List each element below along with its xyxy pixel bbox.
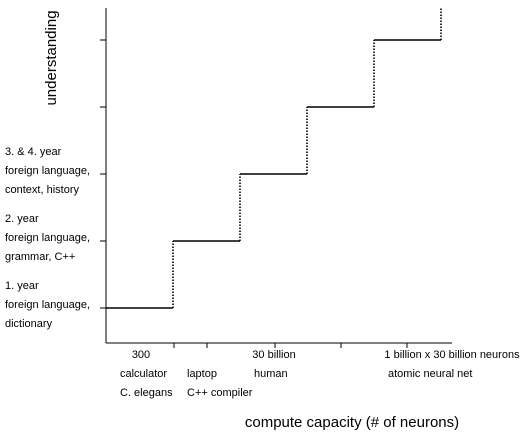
x-axis-title: compute capacity (# of neurons) [245, 414, 459, 431]
y-tick-labels: 1. year foreign language, dictionary 2. yea… [5, 146, 90, 330]
y-tick-label: 2. year [5, 213, 39, 225]
y-tick-label: foreign language, [5, 299, 90, 311]
x-tick-label: 300 [132, 349, 150, 361]
y-tick-label: foreign language, [5, 232, 90, 244]
x-tick-label: 1 billion x 30 billion neurons [384, 349, 520, 361]
x-tick-label: human [254, 368, 288, 380]
y-tick-label: dictionary [5, 318, 53, 330]
x-tick-label: 30 billion [252, 349, 295, 361]
y-tick-label: 1. year [5, 280, 39, 292]
y-axis-title: understanding [43, 10, 60, 105]
x-tick-label: calculator [120, 368, 167, 380]
x-tick-label: laptop [187, 368, 217, 380]
y-tick-label: context, history [5, 184, 79, 196]
x-tick-label: C++ compiler [187, 387, 253, 399]
x-tick-label: atomic neural net [388, 368, 472, 380]
step-series [106, 8, 442, 309]
x-tick-labels: 300 calculator C. elegans laptop C++ compile… [120, 349, 520, 399]
x-tick-label: C. elegans [120, 387, 173, 399]
axes [100, 8, 452, 348]
y-tick-label: foreign language, [5, 165, 90, 177]
y-tick-label: grammar, C++ [5, 251, 75, 263]
y-tick-label: 3. & 4. year [5, 146, 62, 158]
